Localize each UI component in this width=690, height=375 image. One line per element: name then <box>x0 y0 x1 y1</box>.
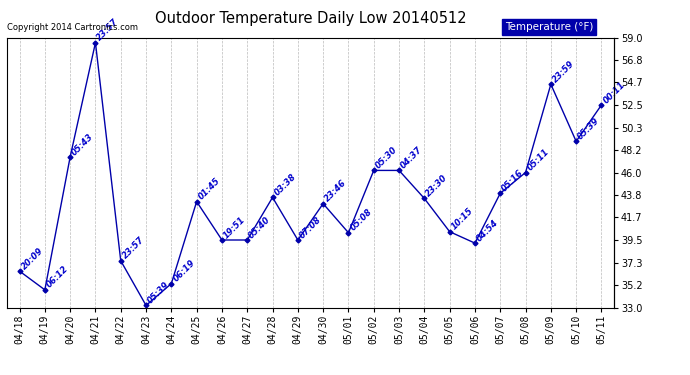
Text: 00:11: 00:11 <box>602 80 627 105</box>
Text: 23:57: 23:57 <box>95 17 121 43</box>
Text: 23:59: 23:59 <box>551 59 576 84</box>
Text: 20:09: 20:09 <box>19 246 45 271</box>
Text: 06:19: 06:19 <box>171 258 197 284</box>
Text: 05:39: 05:39 <box>146 280 171 305</box>
Text: 23:30: 23:30 <box>424 173 450 198</box>
Text: 10:15: 10:15 <box>450 206 475 232</box>
Text: 06:12: 06:12 <box>45 264 70 290</box>
Text: 05:40: 05:40 <box>247 214 273 240</box>
Text: 05:08: 05:08 <box>348 207 374 233</box>
Text: 23:57: 23:57 <box>121 236 146 261</box>
Text: 05:39: 05:39 <box>576 116 602 141</box>
Text: 05:30: 05:30 <box>374 145 399 170</box>
Text: 05:11: 05:11 <box>526 147 551 172</box>
Text: Outdoor Temperature Daily Low 20140512: Outdoor Temperature Daily Low 20140512 <box>155 11 466 26</box>
Text: 05:43: 05:43 <box>70 132 95 157</box>
Text: 23:46: 23:46 <box>323 178 348 204</box>
Text: 07:08: 07:08 <box>298 214 323 240</box>
Text: 19:51: 19:51 <box>222 214 247 240</box>
Text: 03:38: 03:38 <box>273 172 298 197</box>
Text: 04:37: 04:37 <box>399 145 424 170</box>
Text: 04:54: 04:54 <box>475 218 500 243</box>
Text: 05:16: 05:16 <box>500 168 526 193</box>
Text: Copyright 2014 Cartronics.com: Copyright 2014 Cartronics.com <box>7 23 138 32</box>
Text: 01:45: 01:45 <box>197 176 222 202</box>
Text: Temperature (°F): Temperature (°F) <box>505 22 593 32</box>
